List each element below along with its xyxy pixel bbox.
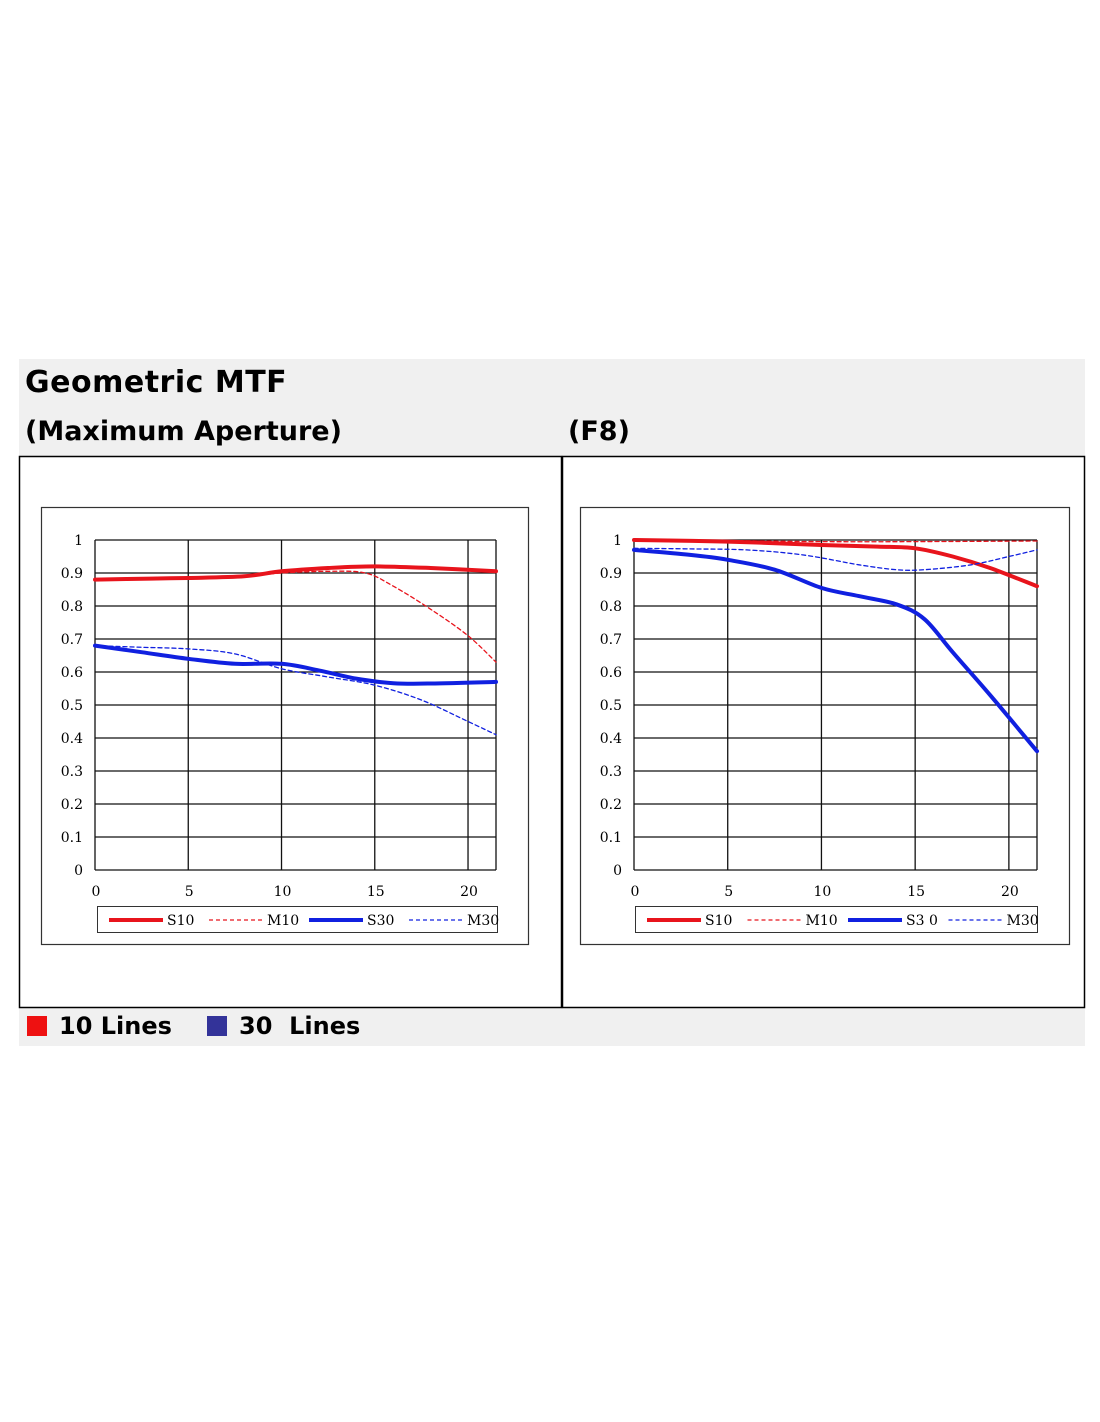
- left-chart-frame: [40, 506, 530, 946]
- footer-band: [19, 1008, 1085, 1046]
- legend-label-m30: M30: [467, 913, 499, 929]
- legend-label-m30: M30: [1007, 913, 1039, 929]
- x-tick-label: 20: [460, 884, 478, 900]
- x-tick-label: 10: [274, 884, 292, 900]
- series-line-m10: [94, 570, 497, 663]
- y-tick-label: 0.2: [600, 797, 622, 813]
- y-tick-label: 0.3: [61, 764, 83, 780]
- series-line-s10: [93, 564, 498, 582]
- series-line-m30: [633, 547, 1038, 571]
- legend-swatch-blue: [207, 1016, 227, 1036]
- y-tick-label: 0.5: [61, 698, 83, 714]
- y-tick-label: 0.8: [61, 599, 83, 615]
- x-tick-label: 0: [92, 884, 101, 900]
- y-tick-label: 0.1: [61, 830, 83, 846]
- series-line-s10: [632, 538, 1039, 589]
- legend-30-lines: 30 Lines: [207, 1012, 360, 1040]
- series-line-s30: [93, 643, 498, 686]
- x-tick-label: 15: [907, 884, 925, 900]
- right-plot: 00.10.20.30.40.50.60.70.80.910 5 10 15 20S10…: [600, 533, 1039, 933]
- legend-label-s30: S3 0: [906, 913, 938, 929]
- y-tick-label: 0: [613, 863, 622, 879]
- series-line-m30: [94, 644, 497, 736]
- series-line-m10: [633, 539, 1038, 543]
- legend-label-s10: S10: [705, 913, 732, 929]
- right-chart-title: (F8): [568, 416, 630, 447]
- y-tick-label: 0.7: [61, 632, 83, 648]
- y-tick-label: 0.1: [600, 830, 622, 846]
- y-tick-label: 0.8: [600, 599, 622, 615]
- header-band: [19, 359, 1085, 456]
- x-tick-label: 10: [814, 884, 832, 900]
- y-tick-label: 1: [613, 533, 622, 549]
- y-tick-label: 0: [74, 863, 83, 879]
- legend-label-m10: M10: [806, 913, 838, 929]
- legend-label-s10: S10: [167, 913, 194, 929]
- y-tick-label: 0.9: [600, 566, 622, 582]
- legend-label-10-lines: 10 Lines: [59, 1012, 172, 1040]
- legend-label-s30: S30: [367, 913, 394, 929]
- x-tick-label: 20: [1001, 884, 1019, 900]
- x-tick-label: 5: [724, 884, 733, 900]
- legend-swatch-red: [27, 1016, 47, 1036]
- legend-label-30-lines: 30 Lines: [239, 1012, 361, 1040]
- x-tick-label: 5: [185, 884, 194, 900]
- y-tick-label: 0.3: [600, 764, 622, 780]
- right-chart-frame: [579, 506, 1071, 946]
- series-line-s30: [632, 547, 1039, 754]
- page-title: Geometric MTF: [25, 365, 288, 400]
- y-tick-label: 0.6: [600, 665, 622, 681]
- y-tick-label: 0.6: [61, 665, 83, 681]
- y-tick-label: 0.4: [61, 731, 83, 747]
- y-tick-label: 0.5: [600, 698, 622, 714]
- x-tick-label: 0: [631, 884, 640, 900]
- legend-label-m10: M10: [267, 913, 299, 929]
- left-chart-title: (Maximum Aperture): [25, 416, 342, 447]
- y-tick-label: 0.4: [600, 731, 622, 747]
- legend-10-lines: 10 Lines: [27, 1012, 172, 1040]
- y-tick-label: 1: [74, 533, 83, 549]
- y-tick-label: 0.9: [61, 566, 83, 582]
- x-tick-label: 15: [367, 884, 385, 900]
- y-tick-label: 0.2: [61, 797, 83, 813]
- y-tick-label: 0.7: [600, 632, 622, 648]
- left-plot: 00.10.20.30.40.50.60.70.80.910 5 10 15 20S10…: [61, 533, 499, 933]
